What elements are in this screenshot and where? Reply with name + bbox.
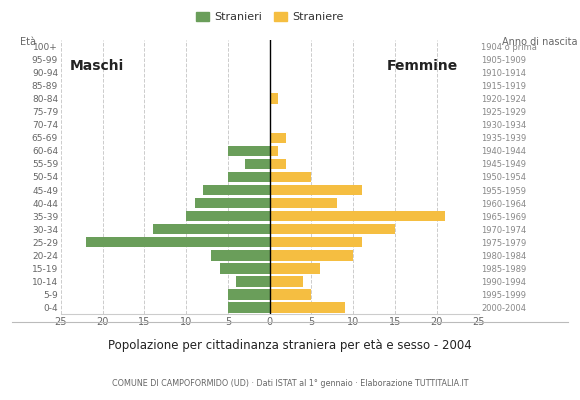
Bar <box>270 94 278 104</box>
Bar <box>270 289 311 300</box>
Bar <box>270 224 395 234</box>
Bar <box>270 146 278 156</box>
Bar <box>270 185 361 195</box>
Bar <box>270 263 320 274</box>
Bar <box>270 276 303 286</box>
Bar <box>220 263 270 274</box>
Bar <box>203 185 270 195</box>
Text: Età: Età <box>20 37 37 47</box>
Text: Femmine: Femmine <box>387 59 458 73</box>
Bar <box>86 237 270 248</box>
Bar <box>270 159 287 169</box>
Bar <box>153 224 270 234</box>
Text: Anno di nascita: Anno di nascita <box>502 37 577 47</box>
Bar <box>186 211 270 221</box>
Bar <box>270 211 445 221</box>
Bar <box>270 237 361 248</box>
Text: Popolazione per cittadinanza straniera per età e sesso - 2004: Popolazione per cittadinanza straniera p… <box>108 340 472 352</box>
Bar <box>270 172 311 182</box>
Text: Maschi: Maschi <box>69 59 124 73</box>
Bar <box>245 159 270 169</box>
Bar <box>228 289 270 300</box>
Bar <box>270 250 353 260</box>
Bar <box>270 133 287 143</box>
Text: COMUNE DI CAMPOFORMIDO (UD) · Dati ISTAT al 1° gennaio · Elaborazione TUTTITALIA: COMUNE DI CAMPOFORMIDO (UD) · Dati ISTAT… <box>112 380 468 388</box>
Bar <box>194 198 270 208</box>
Legend: Stranieri, Straniere: Stranieri, Straniere <box>191 7 348 26</box>
Bar <box>236 276 270 286</box>
Bar <box>228 172 270 182</box>
Bar <box>270 198 336 208</box>
Bar <box>228 146 270 156</box>
Bar <box>228 302 270 313</box>
Bar <box>270 302 345 313</box>
Bar <box>211 250 270 260</box>
